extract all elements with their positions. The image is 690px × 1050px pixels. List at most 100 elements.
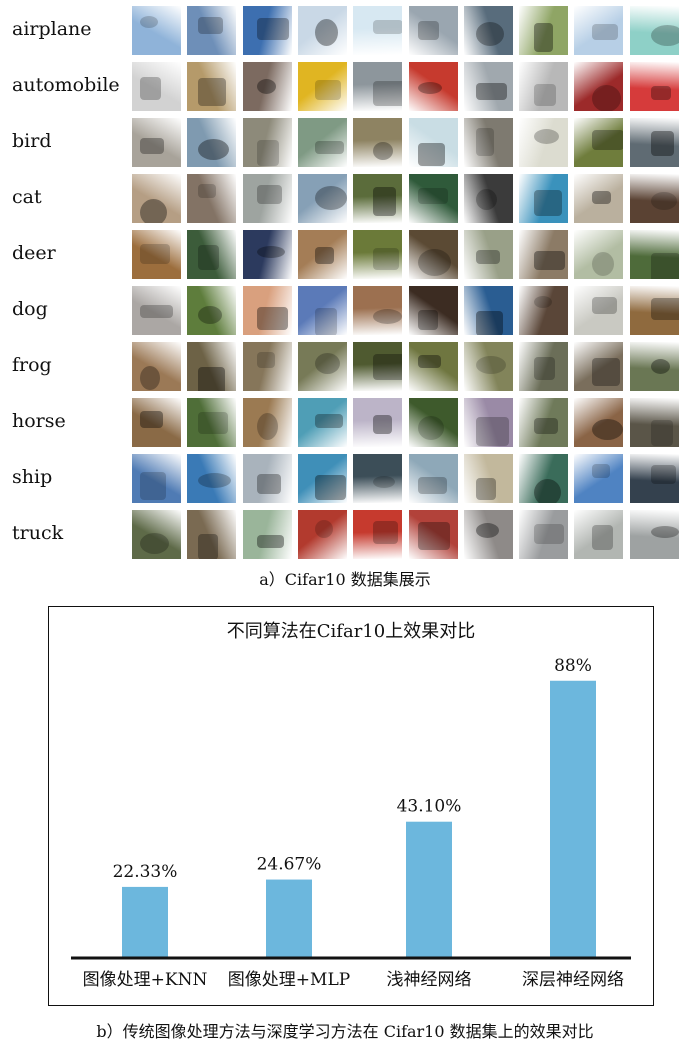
thumbnail-cat-3	[243, 174, 292, 223]
thumbnail-subject	[534, 23, 553, 52]
thumbnail-horse-8	[519, 398, 568, 447]
thumbnail-truck-7	[464, 510, 513, 559]
thumbnail-subject	[315, 308, 337, 335]
thumbnail-dog-10	[630, 286, 679, 335]
thumbnail-ship-3	[243, 454, 292, 503]
thumbnail-dog-7	[464, 286, 513, 335]
thumbnail-subject	[373, 20, 402, 34]
thumbnail-subject	[534, 357, 555, 380]
thumbnail-automobile-2	[187, 62, 236, 111]
thumbnail-subject	[476, 128, 494, 156]
class-label-frog: frog	[12, 354, 52, 376]
thumbnail-subject	[198, 367, 225, 391]
thumbnail-cat-7	[464, 174, 513, 223]
thumbnail-deer-9	[574, 230, 623, 279]
thumbnail-subject	[257, 185, 282, 204]
bar-1	[122, 886, 168, 957]
chart-panel: 不同算法在Cifar10上效果对比 22.33% 图像处理+KNN 24.67% 图像…	[48, 606, 654, 1006]
data-label-3: 43.10%	[397, 797, 462, 817]
thumbnail-subject	[140, 472, 166, 500]
thumbnail-subject	[373, 354, 402, 380]
thumbnail-truck-9	[574, 510, 623, 559]
thumbnail-automobile-4	[298, 62, 347, 111]
thumbnail-subject	[592, 85, 621, 111]
thumbnail-subject	[476, 417, 509, 446]
thumbnail-ship-10	[630, 454, 679, 503]
thumbnail-automobile-8	[519, 62, 568, 111]
thumbnail-subject	[651, 359, 670, 374]
thumbnail-horse-7	[464, 398, 513, 447]
thumbnail-subject	[592, 297, 617, 314]
thumbnail-deer-2	[187, 230, 236, 279]
thumbnail-subject	[534, 418, 558, 434]
thumbnail-subject	[198, 184, 216, 198]
thumbnail-bird-6	[409, 118, 458, 167]
thumbnail-subject	[534, 190, 562, 216]
thumbnail-subject	[592, 252, 614, 276]
thumbnail-deer-10	[630, 230, 679, 279]
caption-a: a）Cifar10 数据集展示	[259, 570, 431, 589]
thumbnail-cat-2	[187, 174, 236, 223]
thumbnail-subject	[373, 476, 395, 488]
thumbnail-truck-3	[243, 510, 292, 559]
thumbnail-dog-1	[132, 286, 181, 335]
thumbnail-automobile-7	[464, 62, 513, 111]
thumbnail-subject	[418, 82, 442, 94]
thumbnail-subject	[592, 419, 623, 440]
data-label-2: 24.67%	[257, 855, 322, 875]
thumbnail-deer-6	[409, 230, 458, 279]
thumbnail-subject	[140, 305, 173, 318]
thumbnail-subject	[257, 79, 276, 94]
thumbnail-bird-1	[132, 118, 181, 167]
thumbnail-subject	[418, 355, 441, 368]
thumbnail-bird-4	[298, 118, 347, 167]
thumbnail-subject	[315, 80, 341, 100]
thumbnail-frog-2	[187, 342, 236, 391]
thumbnail-horse-6	[409, 398, 458, 447]
thumbnail-horse-10	[630, 398, 679, 447]
thumbnail-subject	[257, 535, 284, 548]
thumbnail-subject	[257, 18, 289, 40]
thumbnail-subject	[476, 22, 504, 46]
thumbnail-automobile-6	[409, 62, 458, 111]
thumbnail-subject	[418, 249, 451, 276]
thumbnail-automobile-9	[574, 62, 623, 111]
thumbnail-subject	[257, 352, 275, 368]
thumbnail-subject	[315, 353, 340, 374]
thumbnail-subject	[592, 525, 613, 550]
thumbnail-automobile-3	[243, 62, 292, 111]
thumbnail-bird-9	[574, 118, 623, 167]
thumbnail-automobile-1	[132, 62, 181, 111]
thumbnail-ship-8	[519, 454, 568, 503]
thumbnail-subject	[198, 473, 231, 488]
thumbnail-automobile-10	[630, 62, 679, 111]
thumbnail-cat-4	[298, 174, 347, 223]
thumbnail-frog-3	[243, 342, 292, 391]
thumbnail-frog-1	[132, 342, 181, 391]
thumbnail-truck-4	[298, 510, 347, 559]
thumbnail-subject	[198, 245, 219, 270]
thumbnail-ship-6	[409, 454, 458, 503]
thumbnail-subject	[418, 416, 444, 440]
thumbnail-horse-9	[574, 398, 623, 447]
thumbnail-subject	[651, 131, 674, 156]
thumbnail-subject	[198, 306, 222, 324]
thumbnail-subject	[140, 138, 164, 154]
thumbnail-subject	[418, 143, 445, 166]
thumbnail-frog-5	[353, 342, 402, 391]
thumbnail-horse-1	[132, 398, 181, 447]
thumbnail-ship-2	[187, 454, 236, 503]
thumbnail-horse-4	[298, 398, 347, 447]
thumbnail-subject	[198, 17, 223, 34]
thumbnail-horse-3	[243, 398, 292, 447]
thumbnail-subject	[592, 358, 620, 386]
thumbnail-subject	[140, 77, 161, 100]
thumbnail-frog-10	[630, 342, 679, 391]
thumbnail-truck-10	[630, 510, 679, 559]
thumbnail-subject	[651, 86, 671, 100]
thumbnail-bird-2	[187, 118, 236, 167]
thumbnail-bird-3	[243, 118, 292, 167]
thumbnail-ship-9	[574, 454, 623, 503]
category-label-1: 图像处理+KNN	[83, 970, 208, 990]
thumbnail-subject	[373, 142, 393, 160]
